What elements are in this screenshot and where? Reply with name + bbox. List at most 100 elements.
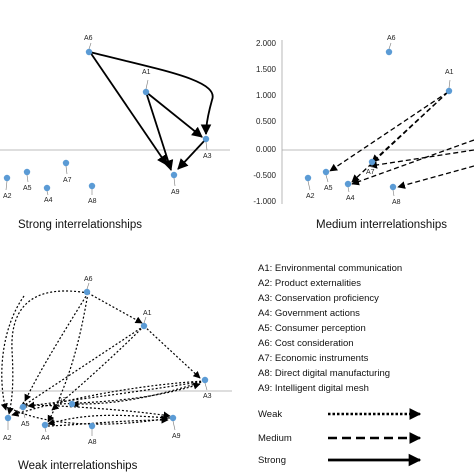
weak-label-a3: A3 bbox=[203, 393, 212, 400]
strong-node-a4: A4 bbox=[43, 184, 53, 204]
weak-label-a2: A2 bbox=[3, 435, 12, 442]
medium-tick-1500: 1.500 bbox=[256, 65, 277, 74]
svg-text:A4: Government actions: A4: Government actions bbox=[258, 308, 360, 319]
svg-text:A1: Environmental communicatio: A1: Environmental communication bbox=[258, 263, 402, 274]
medium-tick-0500: 0.500 bbox=[256, 117, 277, 126]
svg-text:A5: Consumer perception: A5: Consumer perception bbox=[258, 323, 366, 334]
medium-node-a2: A2 bbox=[304, 174, 315, 200]
medium-tick-neg0500: -0.500 bbox=[253, 171, 276, 180]
strong-arrow-a6-a9 bbox=[89, 51, 168, 166]
weak-label-a4: A4 bbox=[41, 435, 50, 442]
strong-node-a3: A3 bbox=[202, 135, 212, 160]
strong-arrow-a3-a9 bbox=[177, 138, 207, 170]
strong-arrow-a1-a3 bbox=[145, 91, 203, 138]
legend-line-weak: Weak bbox=[258, 408, 422, 420]
strong-node-a7: A7 bbox=[62, 159, 72, 184]
weak-label-a5: A5 bbox=[21, 421, 30, 428]
medium-caption: Medium interrelationships bbox=[316, 219, 447, 231]
legend-line-medium: Medium bbox=[258, 432, 422, 444]
medium-arrow-edge-a4 bbox=[351, 139, 474, 186]
medium-node-a6: A6 bbox=[385, 35, 396, 56]
strong-arrow-a6-a3 bbox=[89, 51, 214, 136]
medium-node-a7: A7 bbox=[366, 158, 376, 176]
legend-item-a1: A1: Environmental communication bbox=[258, 263, 402, 274]
legend-line-medium-label: Medium bbox=[258, 433, 292, 444]
weak-node-a2: A2 bbox=[3, 414, 12, 442]
strong-node-a5: A5 bbox=[23, 168, 32, 192]
weak-node-a3: A3 bbox=[201, 376, 212, 400]
weak-node-a7: A7 bbox=[58, 397, 76, 408]
medium-label-a8: A8 bbox=[392, 199, 401, 206]
medium-node-a4: A4 bbox=[344, 180, 355, 202]
strong-label-a2: A2 bbox=[3, 193, 12, 200]
legend-item-a8: A8: Direct digital manufacturing bbox=[258, 368, 390, 379]
strong-node-a1: A1 bbox=[142, 69, 151, 96]
strong-label-a7: A7 bbox=[63, 177, 72, 184]
weak-caption: Weak interrelationships bbox=[18, 460, 138, 472]
medium-label-a5: A5 bbox=[324, 185, 333, 192]
strong-node-a2: A2 bbox=[3, 174, 12, 200]
legend-line-strong-label: Strong bbox=[258, 455, 286, 466]
weak-label-a1: A1 bbox=[143, 310, 152, 317]
medium-panel: 2.000 1.500 1.000 0.500 0.000 -0.500 -1.… bbox=[253, 35, 474, 231]
medium-node-a8: A8 bbox=[389, 183, 401, 206]
strong-arrow-a1-a9 bbox=[145, 91, 174, 172]
weak-arrow-a6-a2 bbox=[6, 290, 89, 415]
medium-label-a2: A2 bbox=[306, 193, 315, 200]
strong-label-a6: A6 bbox=[84, 35, 93, 42]
strong-panel: A6 A1 A3 A9 A2 A5 A4 bbox=[0, 35, 230, 231]
weak-label-a8: A8 bbox=[88, 439, 97, 446]
medium-tick-0000: 0.000 bbox=[256, 145, 277, 154]
legend-item-a5: A5: Consumer perception bbox=[258, 323, 366, 334]
weak-arrow-a7-a3 bbox=[59, 382, 201, 405]
legend-line-strong: Strong bbox=[258, 453, 422, 467]
medium-label-a1: A1 bbox=[445, 69, 454, 76]
legend-item-a3: A3: Conservation proficiency bbox=[258, 293, 379, 304]
weak-label-a7: A7 bbox=[58, 397, 67, 404]
legend-item-a6: A6: Cost consideration bbox=[258, 338, 354, 349]
svg-text:A6: Cost consideration: A6: Cost consideration bbox=[258, 338, 354, 349]
weak-label-a9: A9 bbox=[172, 433, 181, 440]
medium-tick-1000: 1.000 bbox=[256, 91, 277, 100]
weak-arrow-a3-a2 bbox=[11, 380, 206, 417]
weak-node-a5: A5 bbox=[19, 403, 30, 428]
strong-node-a6: A6 bbox=[84, 35, 93, 56]
medium-arrow-edge-a8 bbox=[397, 165, 474, 189]
svg-text:A8: Direct digital manufacturi: A8: Direct digital manufacturing bbox=[258, 368, 390, 379]
legend-item-a2: A2: Product externalities bbox=[258, 278, 361, 289]
weak-arrow-a5-a9 bbox=[21, 404, 171, 419]
weak-node-a1: A1 bbox=[140, 310, 152, 330]
medium-arrow-a1-a7 bbox=[371, 91, 449, 163]
weak-arrow-left-a2 bbox=[0, 295, 25, 411]
medium-label-a7: A7 bbox=[366, 169, 375, 176]
weak-label-a6: A6 bbox=[84, 276, 93, 283]
weak-node-a4: A4 bbox=[41, 421, 50, 442]
svg-text:A3: Conservation proficiency: A3: Conservation proficiency bbox=[258, 293, 379, 304]
strong-node-a8: A8 bbox=[88, 182, 97, 205]
medium-label-a6: A6 bbox=[387, 35, 396, 42]
legend-item-a9: A9: Intelligent digital mesh bbox=[258, 383, 369, 394]
legend: A1: Environmental communication A2: Prod… bbox=[258, 263, 422, 467]
medium-tick-2000: 2.000 bbox=[256, 39, 277, 48]
legend-line-weak-label: Weak bbox=[258, 409, 282, 420]
strong-label-a8: A8 bbox=[88, 198, 97, 205]
weak-node-a8: A8 bbox=[88, 422, 97, 446]
strong-label-a4: A4 bbox=[44, 197, 53, 204]
weak-arrow-a1-a7 bbox=[51, 325, 145, 411]
svg-text:A7: Economic instruments: A7: Economic instruments bbox=[258, 353, 369, 364]
weak-node-a9: A9 bbox=[169, 414, 181, 440]
strong-label-a3: A3 bbox=[203, 153, 212, 160]
weak-arrow-a6-a1 bbox=[87, 292, 143, 324]
svg-text:A2: Product externalities: A2: Product externalities bbox=[258, 278, 361, 289]
medium-node-a5: A5 bbox=[322, 168, 333, 192]
legend-item-a7: A7: Economic instruments bbox=[258, 353, 369, 364]
weak-arrow-a6-a5 bbox=[24, 292, 89, 402]
svg-text:A9: Intelligent digital mesh: A9: Intelligent digital mesh bbox=[258, 383, 369, 394]
legend-item-a4: A4: Government actions bbox=[258, 308, 360, 319]
medium-node-a1: A1 bbox=[445, 69, 454, 95]
weak-arrows bbox=[0, 290, 206, 427]
weak-arrow-a3-a5 bbox=[27, 380, 206, 409]
weak-arrow-a4-a9 bbox=[47, 416, 169, 427]
strong-label-a9: A9 bbox=[171, 189, 180, 196]
